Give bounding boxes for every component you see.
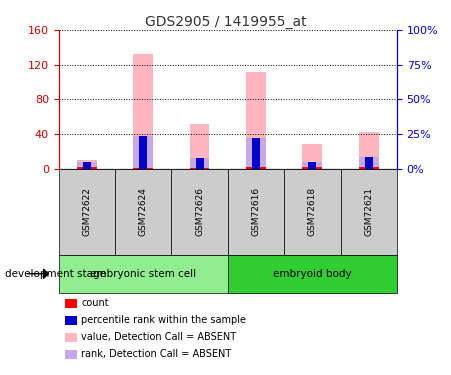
Bar bbox=[303, 144, 322, 169]
Bar bbox=[139, 136, 147, 169]
Text: development stage: development stage bbox=[5, 269, 106, 279]
Bar bbox=[303, 167, 322, 169]
Bar bbox=[190, 168, 209, 169]
Bar bbox=[190, 124, 209, 169]
Text: embryoid body: embryoid body bbox=[273, 269, 352, 279]
Bar bbox=[365, 157, 373, 169]
Bar bbox=[133, 54, 153, 169]
Bar bbox=[252, 138, 260, 169]
Bar bbox=[359, 132, 378, 169]
Bar bbox=[359, 157, 378, 169]
Text: count: count bbox=[81, 298, 109, 308]
Text: embryonic stem cell: embryonic stem cell bbox=[90, 269, 196, 279]
Text: percentile rank within the sample: percentile rank within the sample bbox=[81, 315, 246, 325]
Bar bbox=[133, 136, 153, 169]
Bar bbox=[246, 138, 266, 169]
Bar bbox=[303, 162, 322, 169]
Text: GSM72622: GSM72622 bbox=[83, 188, 91, 236]
Text: GSM72626: GSM72626 bbox=[195, 188, 204, 236]
Text: GDS2905 / 1419955_at: GDS2905 / 1419955_at bbox=[145, 15, 306, 29]
Bar bbox=[246, 167, 266, 169]
Bar bbox=[190, 158, 209, 169]
Bar bbox=[359, 167, 378, 169]
Text: GSM72621: GSM72621 bbox=[364, 188, 373, 236]
Text: GSM72616: GSM72616 bbox=[252, 187, 260, 236]
Bar bbox=[308, 162, 316, 169]
Text: GSM72624: GSM72624 bbox=[139, 188, 147, 236]
Bar bbox=[77, 167, 97, 169]
Bar bbox=[133, 168, 153, 169]
Bar bbox=[83, 162, 91, 169]
Bar bbox=[77, 160, 97, 169]
Text: GSM72618: GSM72618 bbox=[308, 187, 317, 236]
Bar bbox=[77, 162, 97, 169]
Text: value, Detection Call = ABSENT: value, Detection Call = ABSENT bbox=[81, 332, 236, 342]
Bar bbox=[246, 72, 266, 169]
Text: rank, Detection Call = ABSENT: rank, Detection Call = ABSENT bbox=[81, 349, 231, 359]
Bar bbox=[196, 158, 203, 169]
